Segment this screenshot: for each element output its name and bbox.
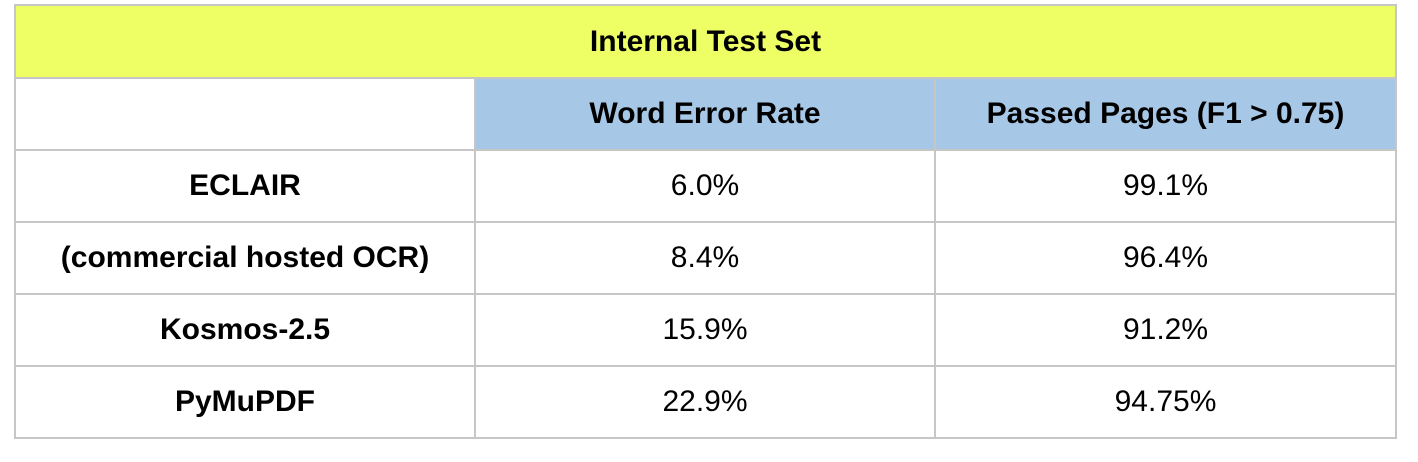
- header-passed-pages: Passed Pages (F1 > 0.75): [933, 77, 1398, 151]
- cell-word-error-rate: 8.4%: [474, 221, 936, 295]
- row-label: Kosmos-2.5: [14, 293, 476, 367]
- header-word-error-rate: Word Error Rate: [474, 77, 936, 151]
- cell-passed-pages: 96.4%: [933, 221, 1398, 295]
- table-header-row: Word Error Rate Passed Pages (F1 > 0.75): [14, 77, 1398, 151]
- results-table-container: Internal Test Set Word Error Rate Passed…: [13, 4, 1398, 439]
- table-row: Kosmos-2.5 15.9% 91.2%: [14, 293, 1398, 367]
- row-label: PyMuPDF: [14, 365, 476, 439]
- table-row: PyMuPDF 22.9% 94.75%: [14, 365, 1398, 439]
- header-blank-cell: [14, 77, 476, 151]
- table-title-row: Internal Test Set: [13, 4, 1398, 79]
- table-row: ECLAIR 6.0% 99.1%: [14, 149, 1398, 223]
- cell-word-error-rate: 6.0%: [474, 149, 936, 223]
- cell-word-error-rate: 22.9%: [474, 365, 936, 439]
- table-row: (commercial hosted OCR) 8.4% 96.4%: [14, 221, 1398, 295]
- cell-passed-pages: 94.75%: [933, 365, 1398, 439]
- cell-passed-pages: 99.1%: [933, 149, 1398, 223]
- cell-passed-pages: 91.2%: [933, 293, 1398, 367]
- row-label: (commercial hosted OCR): [14, 221, 476, 295]
- table-title: Internal Test Set: [13, 4, 1398, 79]
- row-label: ECLAIR: [14, 149, 476, 223]
- cell-word-error-rate: 15.9%: [474, 293, 936, 367]
- results-table: Internal Test Set Word Error Rate Passed…: [13, 4, 1398, 439]
